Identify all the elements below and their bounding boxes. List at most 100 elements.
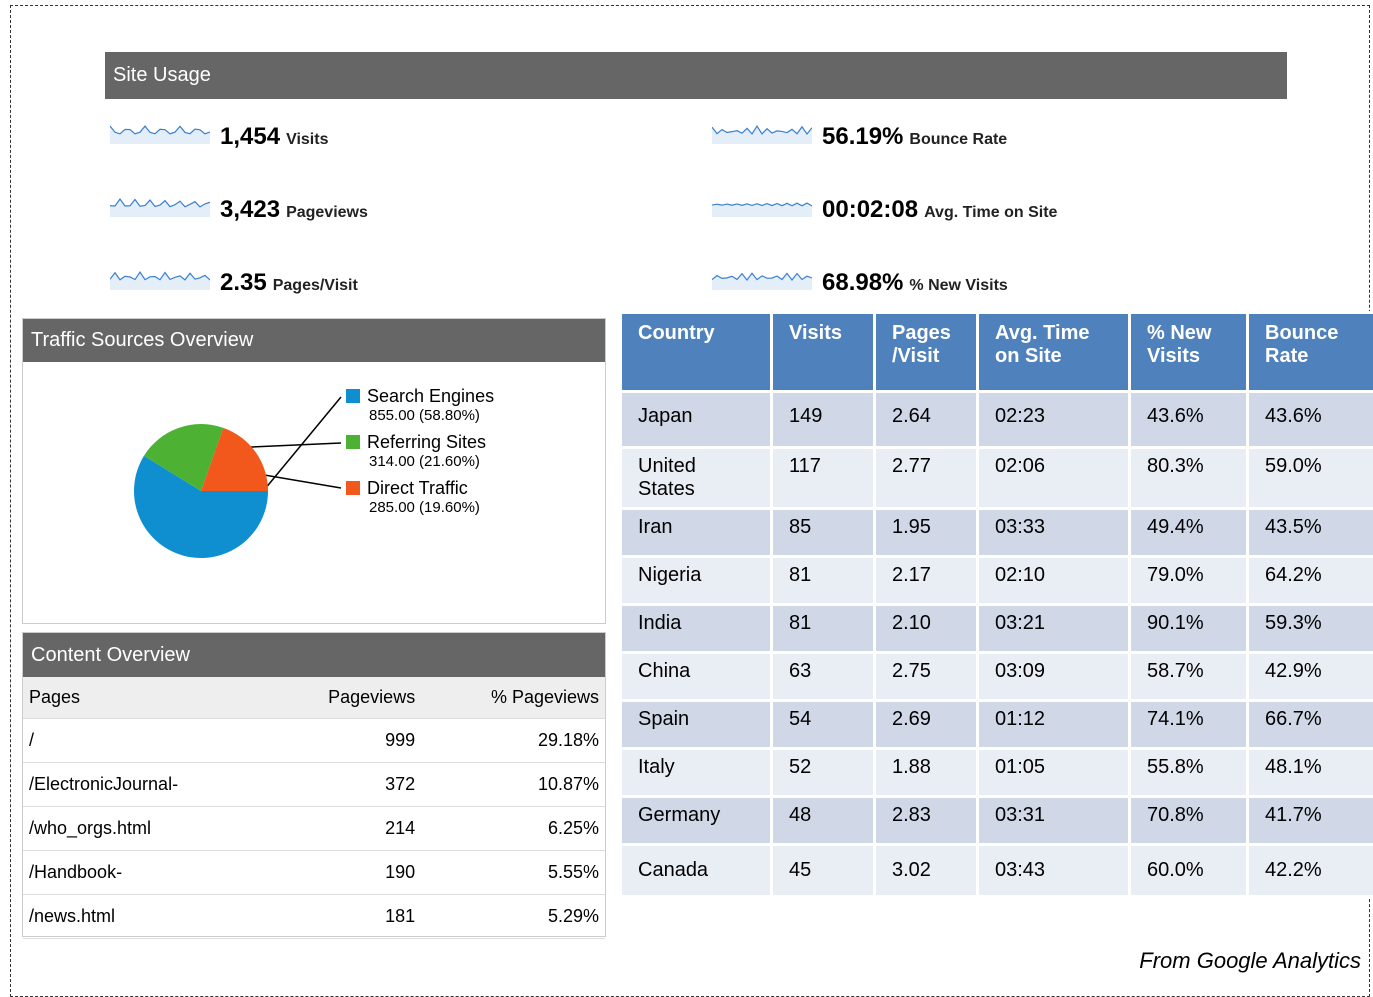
cell: 03:09 <box>978 653 1130 701</box>
cell: /Handbook- <box>23 851 270 895</box>
cell: 59.0% <box>1248 448 1373 509</box>
cell: 214 <box>270 807 422 851</box>
cell: Nigeria <box>621 557 772 605</box>
cell: 03:31 <box>978 797 1130 845</box>
sparkline <box>110 118 210 144</box>
cell: Germany <box>621 797 772 845</box>
metric-value: 68.98% <box>822 269 903 297</box>
cell: 58.7% <box>1130 653 1248 701</box>
sparkline-line <box>712 126 812 134</box>
column-header: % New Visits <box>1130 313 1248 392</box>
column-header: Pages /Visit <box>875 313 978 392</box>
sparkline-area <box>110 272 210 290</box>
cell: 81 <box>772 557 875 605</box>
cell: 190 <box>270 851 422 895</box>
cell: 29.18% <box>421 719 605 763</box>
cell: 10.87% <box>421 763 605 807</box>
cell: 80.3% <box>1130 448 1248 509</box>
cell: Italy <box>621 749 772 797</box>
column-header: Avg. Time on Site <box>978 313 1130 392</box>
legend-value: 285.00 (19.60%) <box>369 499 480 516</box>
cell: 60.0% <box>1130 845 1248 897</box>
metric: 68.98% % New Visits <box>712 264 1008 294</box>
metric-label: % New Visits <box>909 277 1007 295</box>
legend-value: 855.00 (58.80%) <box>369 407 480 424</box>
cell: 01:05 <box>978 749 1130 797</box>
sparkline <box>110 264 210 290</box>
column-header: Visits <box>772 313 875 392</box>
cell: 49.4% <box>1130 509 1248 557</box>
metric-label: Visits <box>286 131 328 149</box>
cell: / <box>23 719 270 763</box>
cell: 41.7% <box>1248 797 1373 845</box>
site-usage-title: Site Usage <box>113 64 211 87</box>
sparkline <box>712 191 812 217</box>
cell: 01:12 <box>978 701 1130 749</box>
cell: 2.64 <box>875 392 978 448</box>
cell: 48.1% <box>1248 749 1373 797</box>
legend-label: Referring Sites <box>367 432 486 452</box>
cell: 2.69 <box>875 701 978 749</box>
cell: India <box>621 605 772 653</box>
cell: 42.9% <box>1248 653 1373 701</box>
metric: 2.35 Pages/Visit <box>110 264 358 294</box>
metric-value: 2.35 <box>220 269 267 297</box>
site-usage-header: Site Usage <box>105 52 1287 99</box>
cell: 85 <box>772 509 875 557</box>
cell: 43.6% <box>1248 392 1373 448</box>
legend-swatch <box>346 481 360 495</box>
cell: 6.25% <box>421 807 605 851</box>
cell: 42.2% <box>1248 845 1373 897</box>
cell: /ElectronicJournal- <box>23 763 270 807</box>
cell: 149 <box>772 392 875 448</box>
metric-label: Pages/Visit <box>273 277 358 295</box>
source-note: From Google Analytics <box>1139 948 1361 974</box>
cell: United States <box>621 448 772 509</box>
cell: 59.3% <box>1248 605 1373 653</box>
sparkline <box>712 264 812 290</box>
cell: Iran <box>621 509 772 557</box>
cell: /news.html <box>23 895 270 939</box>
sparkline <box>712 118 812 144</box>
cell: Spain <box>621 701 772 749</box>
cell: 64.2% <box>1248 557 1373 605</box>
metric-value: 00:02:08 <box>822 196 918 224</box>
cell: 79.0% <box>1130 557 1248 605</box>
cell: 1.95 <box>875 509 978 557</box>
column-header: % Pageviews <box>421 677 605 719</box>
cell: 2.77 <box>875 448 978 509</box>
cell: 03:21 <box>978 605 1130 653</box>
cell: 2.75 <box>875 653 978 701</box>
metric-label: Pageviews <box>286 204 368 222</box>
cell: 3.02 <box>875 845 978 897</box>
column-header: Pages <box>23 677 270 719</box>
legend-swatch <box>346 389 360 403</box>
cell: 2.10 <box>875 605 978 653</box>
metric-value: 56.19% <box>822 123 903 151</box>
cell: 372 <box>270 763 422 807</box>
cell: 2.17 <box>875 557 978 605</box>
cell: 2.83 <box>875 797 978 845</box>
cell: 66.7% <box>1248 701 1373 749</box>
cell: 43.6% <box>1130 392 1248 448</box>
cell: 02:23 <box>978 392 1130 448</box>
metric-label: Bounce Rate <box>909 131 1007 149</box>
traffic-header: Traffic Sources Overview <box>23 319 605 362</box>
metric: 56.19% Bounce Rate <box>712 118 1007 148</box>
cell: 03:33 <box>978 509 1130 557</box>
